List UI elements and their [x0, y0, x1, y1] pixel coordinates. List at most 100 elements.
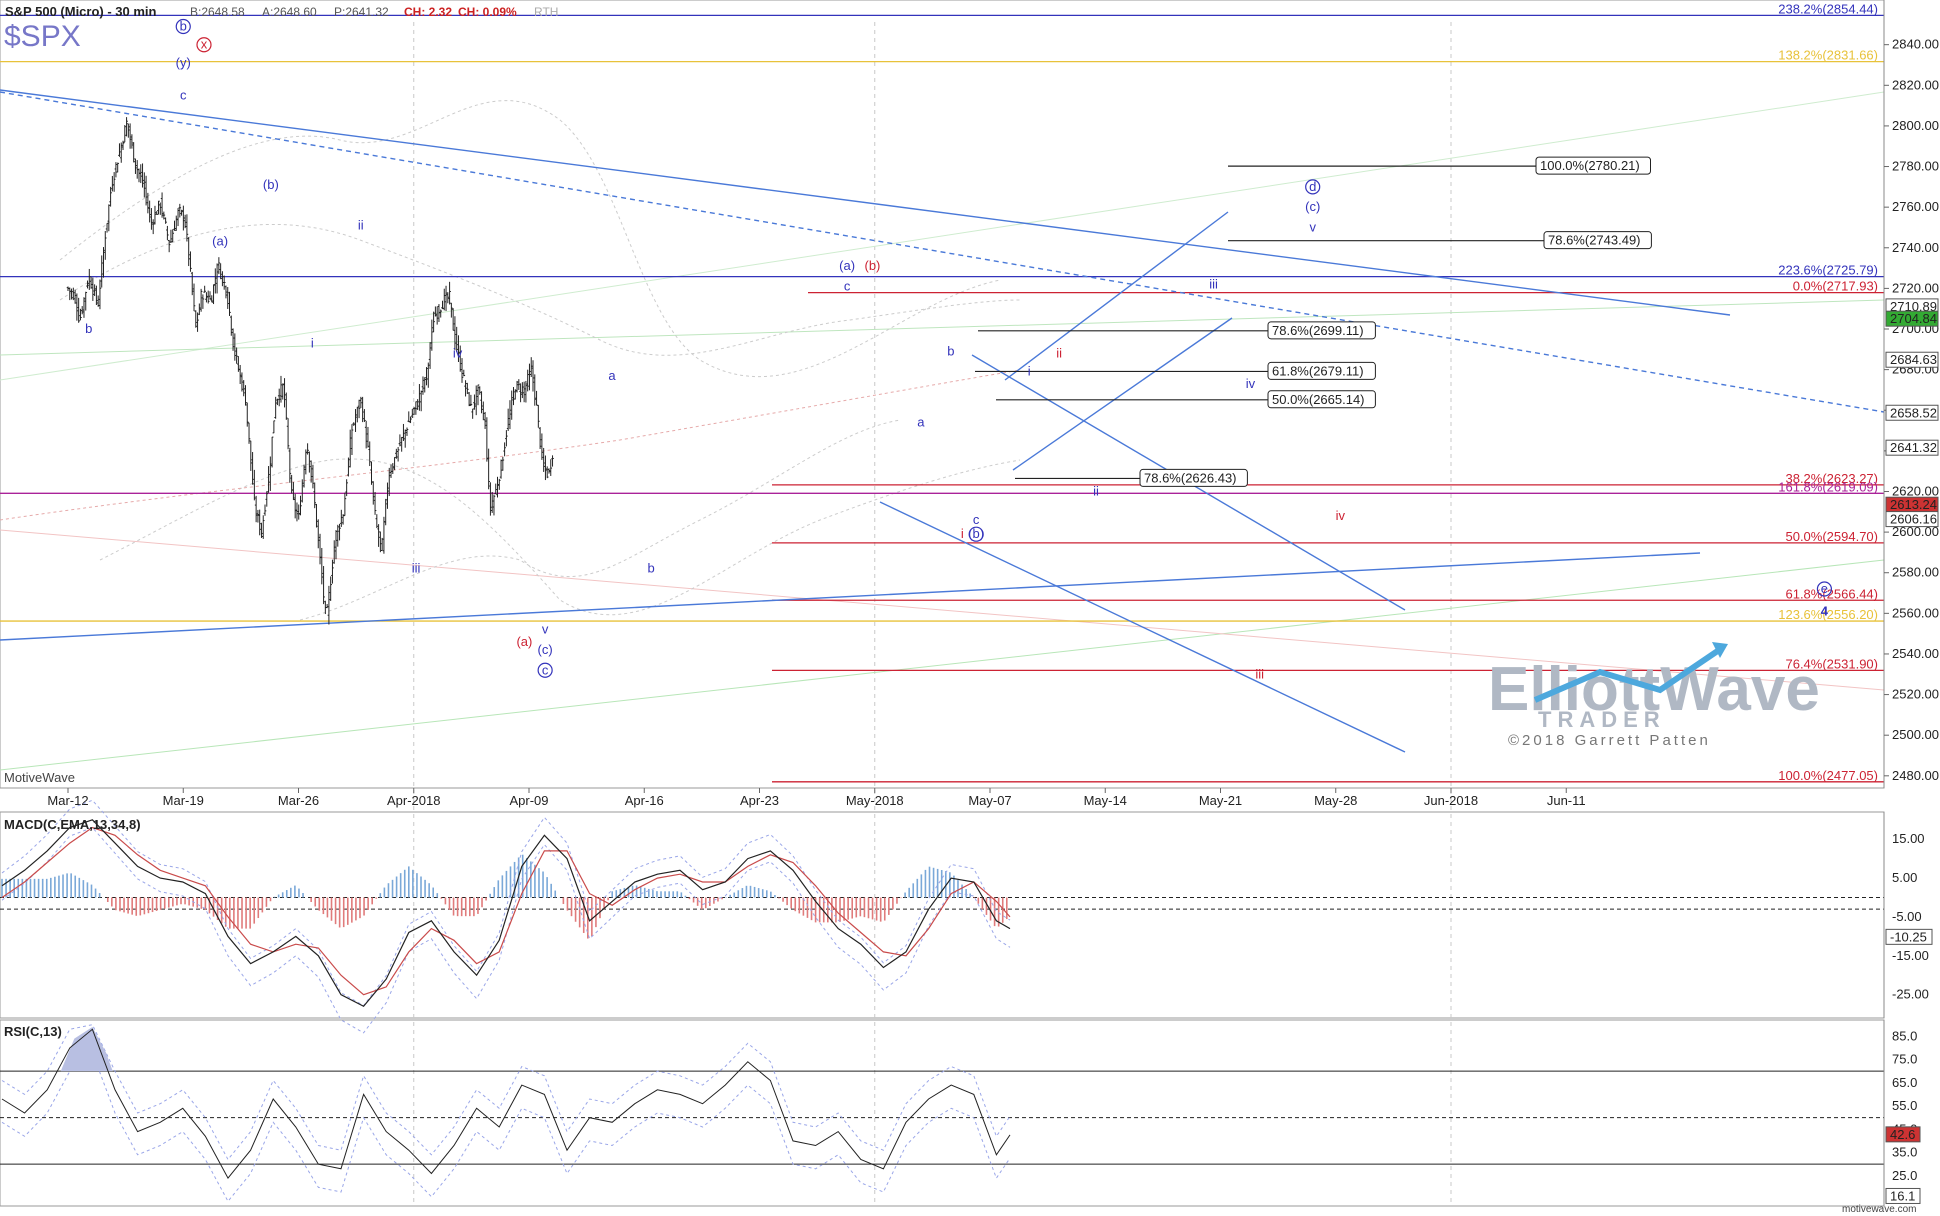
guide-line: [0, 559, 1885, 771]
price-tick-label: 2560.00: [1892, 605, 1939, 620]
change-pct-value: CH: 0.09%: [458, 5, 517, 19]
bollinger-curve: [59, 223, 1021, 356]
price-tick-label: 2840.00: [1892, 37, 1939, 52]
macd-lower-band: [1, 826, 1011, 1034]
logo-arrow-icon: [1712, 642, 1728, 658]
logo-subtitle: TRADER: [1538, 707, 1666, 732]
target-label: 100.0%(2780.21): [1540, 158, 1640, 173]
change-value: CH: 2.32: [404, 5, 452, 19]
rsi-tick-label: 35.0: [1892, 1145, 1917, 1160]
wave-circle: [537, 662, 553, 678]
motivewave-watermark: MotiveWave: [4, 770, 75, 785]
macd-line: [1, 819, 1011, 1008]
fib-label: 123.6%(2556.20): [1778, 607, 1878, 622]
fib-label: 161.8%(2619.09): [1778, 479, 1878, 494]
wave-label: (b): [263, 177, 279, 192]
price-tick-label: 2500.00: [1892, 727, 1939, 742]
fib-label: 50.0%(2594.70): [1785, 529, 1878, 544]
decorative-guides: [0, 91, 1885, 771]
x-tick-label: Apr-23: [740, 793, 779, 808]
x-tick-label: May-14: [1084, 793, 1127, 808]
target-box: [1543, 231, 1652, 250]
target-box: [1267, 361, 1376, 380]
price-tick-label: 2580.00: [1892, 565, 1939, 580]
price-tag-label: 2613.24: [1890, 497, 1937, 512]
wave-label: a: [917, 414, 925, 429]
macd-tick-label: -5.00: [1892, 909, 1922, 924]
x-tick-label: Apr-2018: [387, 793, 440, 808]
wave-label: e: [1821, 581, 1828, 596]
fib-label: 0.0%(2717.93): [1793, 279, 1878, 294]
macd-panel: 15.00 5.00 -5.00 -15.00 -25.00 -10.25: [0, 799, 1933, 1034]
target-label: 78.6%(2699.11): [1272, 323, 1364, 338]
guide-line: [0, 91, 1885, 381]
target-label: 78.6%(2743.49): [1548, 233, 1641, 248]
price-tag-box: [1885, 351, 1939, 368]
rsi-tick-label: 75.0: [1892, 1052, 1917, 1067]
rsi-tick-label: 55.0: [1892, 1098, 1917, 1113]
rsi-tick-label: 65.0: [1892, 1075, 1917, 1090]
wave-label: v: [1309, 220, 1316, 235]
target-box: [1267, 390, 1376, 409]
trend-line: [1012, 317, 1233, 471]
wave-label: c: [973, 512, 980, 527]
price-tick-label: 2820.00: [1892, 77, 1939, 92]
trend-line: [0, 552, 1701, 641]
footer-credit: motivewave.com: [1842, 1204, 1916, 1215]
ask-value: A:2648.60: [262, 5, 317, 19]
target-label: 50.0%(2665.14): [1272, 392, 1365, 407]
wave-label: ii: [1056, 345, 1062, 360]
rsi-line: [1, 1028, 1011, 1179]
x-tick-label: May-28: [1314, 793, 1357, 808]
rsi-lower-label: 16.1: [1890, 1188, 1915, 1203]
price-tick-label: 2540.00: [1892, 646, 1939, 661]
fib-label: 238.2%(2854.44): [1778, 1, 1878, 16]
rsi-value-box: [1885, 1126, 1921, 1143]
wave-label: iii: [1209, 276, 1218, 291]
wave-label: ii: [358, 217, 364, 232]
fib-label: 223.6%(2725.79): [1778, 263, 1878, 278]
wave-label: d: [1309, 179, 1316, 194]
target-box: [1267, 321, 1376, 340]
price-tick-label: 2760.00: [1892, 199, 1939, 214]
macd-signal-line: [1, 826, 1011, 996]
x-tick-label: Mar-12: [47, 793, 88, 808]
trend-line: [1004, 211, 1229, 381]
wave-label: c: [844, 278, 851, 293]
x-tick-label: Apr-16: [625, 793, 664, 808]
target-box: [1535, 156, 1651, 175]
macd-tick-label: 5.00: [1892, 870, 1917, 885]
price-tick-label: 2740.00: [1892, 240, 1939, 255]
wave-label: (c): [1305, 199, 1320, 214]
price-value: P:2641.32: [334, 5, 389, 19]
macd-value-label: -10.25: [1890, 929, 1927, 944]
wave-label: i: [961, 526, 964, 541]
rsi-value-label: 42.6: [1890, 1127, 1915, 1142]
x-tick-label: Apr-09: [509, 793, 548, 808]
logo-copyright: ©2018 Garrett Patten: [1508, 732, 1711, 749]
price-bars: [66, 117, 554, 625]
wave-label: (b): [968, 526, 984, 541]
wave-label: c: [542, 662, 549, 677]
wave-label: iv: [1246, 376, 1256, 391]
wave-label: c: [180, 88, 187, 103]
guide-line: [0, 299, 1885, 356]
wave-label: a: [608, 368, 616, 383]
guide-line: [0, 529, 1885, 691]
fib-levels: 238.2%(2854.44) 138.2%(2831.66) 223.6%(272…: [0, 1, 1884, 783]
trend-line: [0, 91, 1885, 413]
date-axis: Mar-12 Mar-19 Mar-26 Apr-2018 Apr-09 Apr-16 Ap…: [47, 788, 1586, 808]
logo-swoosh: [1533, 645, 1724, 703]
price-tag-box: [1885, 511, 1939, 528]
fib-label: 38.2%(2623.27): [1785, 471, 1878, 486]
price-tag-label: 2710.89: [1890, 299, 1937, 314]
target-boxes: 100.0%(2780.21) 78.6%(2743.49) 78.6%(2699.…: [975, 156, 1652, 487]
moving-average-curve: [0, 369, 1021, 521]
wave-label: i: [311, 335, 314, 350]
wave-label: (a): [516, 634, 532, 649]
rsi-upper-band: [1, 1024, 1011, 1161]
wave-label: b: [180, 18, 187, 33]
